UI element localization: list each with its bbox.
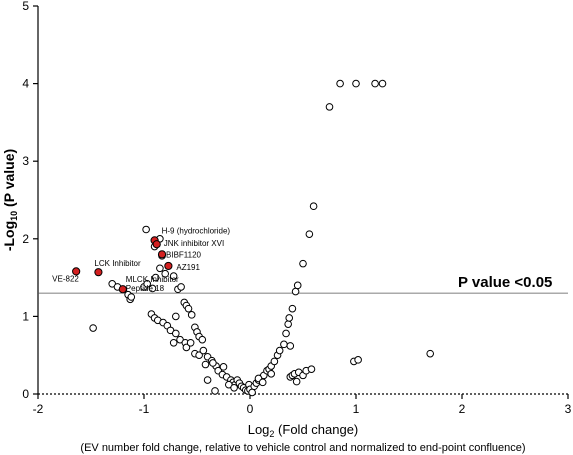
scatter-point xyxy=(161,269,169,278)
x-tick-label: 2 xyxy=(459,402,466,416)
point-annotation: BIBF1120 xyxy=(166,250,202,259)
y-tick-label: 1 xyxy=(22,309,29,323)
x-axis-caption: (EV number fold change, relative to vehi… xyxy=(80,442,525,454)
scatter-point xyxy=(305,230,314,238)
scatter-point xyxy=(426,349,435,358)
point-annotation: VE-822 xyxy=(52,274,79,283)
scatter-point xyxy=(354,356,362,364)
point-annotation: H-9 (hydrochloride) xyxy=(162,226,231,235)
x-axis-title-main: Log xyxy=(248,422,270,437)
point-annotation: AZ191 xyxy=(176,263,200,272)
scatter-point xyxy=(201,360,210,369)
x-tick-label: 1 xyxy=(353,402,360,416)
scatter-point xyxy=(199,346,208,355)
x-axis-title: Log2 (Fold change) xyxy=(248,422,359,439)
highlighted-point xyxy=(118,285,127,294)
y-axis-title-subscript: 10 xyxy=(9,211,19,221)
y-axis-title-tail: (P value) xyxy=(1,149,17,211)
scatter-point xyxy=(195,351,203,360)
scatter-point xyxy=(371,79,379,88)
scatter-point xyxy=(352,79,360,88)
scatter-point xyxy=(280,340,288,349)
scatter-point xyxy=(325,103,334,111)
scatter-point xyxy=(156,264,164,273)
scatter-point xyxy=(299,259,307,268)
point-annotation-line2: Peptide 18 xyxy=(126,284,165,293)
highlighted-points: VE-822 LCK Inhibitor MLCK Inhibitor H-9 (hy… xyxy=(52,226,231,294)
scatter-point xyxy=(203,376,212,384)
scatter-point xyxy=(286,342,295,350)
point-annotation: JNK inhibitor XVI xyxy=(164,239,224,248)
scatter-point xyxy=(336,79,344,88)
scatter-point xyxy=(172,329,180,338)
scatter-point xyxy=(209,359,217,367)
scatter-point xyxy=(151,273,160,282)
scatter-point xyxy=(309,202,318,211)
scatter-point xyxy=(187,311,196,319)
x-axis-title-subscript: 2 xyxy=(269,429,274,439)
y-axis-title-main: -Log xyxy=(1,221,17,251)
scatter-point xyxy=(169,338,178,347)
scatter-point xyxy=(198,335,207,344)
y-tick-label: 0 xyxy=(22,387,29,401)
scatter-point xyxy=(270,357,279,366)
scatter-point xyxy=(285,314,294,322)
point-annotation: MLCK Inhibitor xyxy=(126,275,179,284)
threshold-label: P value <0.05 xyxy=(458,274,552,291)
highlighted-point xyxy=(72,267,81,276)
scatter-point xyxy=(248,388,256,397)
y-axis-title: -Log10 (P value) xyxy=(1,149,19,251)
scatter-point xyxy=(378,79,387,88)
scatter-point xyxy=(258,378,267,387)
scatter-point xyxy=(182,343,191,352)
x-tick-label: 3 xyxy=(565,402,572,416)
scatter-point xyxy=(177,283,185,291)
scatter-point xyxy=(292,377,301,386)
scatter-point xyxy=(293,281,302,290)
highlighted-point xyxy=(94,268,103,277)
y-tick-label: 4 xyxy=(22,77,29,91)
scatter-point xyxy=(275,346,284,355)
scatter-point xyxy=(89,324,97,332)
scatter-point xyxy=(142,225,150,234)
scatter-point xyxy=(230,383,238,392)
scatter-point xyxy=(143,280,151,288)
scatter-point xyxy=(307,365,316,373)
scatter-point xyxy=(211,387,219,395)
scatter-point xyxy=(284,320,292,328)
y-tick-label: 3 xyxy=(22,154,29,168)
scatter-point xyxy=(169,272,178,280)
scatter-point xyxy=(219,363,228,371)
scatter-point xyxy=(186,338,195,347)
x-tick-label: -2 xyxy=(33,402,44,416)
x-tick-label: -1 xyxy=(139,402,150,416)
axis-ticks: -2 -1 0 1 2 3 0 1 2 3 4 5 xyxy=(22,0,571,416)
highlighted-point xyxy=(157,250,167,259)
scatter-point xyxy=(267,370,276,378)
scatter-point xyxy=(127,293,136,301)
x-tick-label: 0 xyxy=(247,402,254,416)
scatter-point xyxy=(172,312,180,321)
y-tick-label: 2 xyxy=(22,232,29,246)
scatter-point xyxy=(184,304,193,313)
data-points xyxy=(89,79,435,397)
scatter-point xyxy=(282,329,290,338)
scatter-point xyxy=(288,304,297,313)
x-axis-title-tail: (Fold change) xyxy=(274,422,358,437)
y-tick-label: 5 xyxy=(22,0,29,13)
highlighted-point xyxy=(164,261,173,271)
point-annotation: LCK Inhibitor xyxy=(94,259,141,268)
scatter-point xyxy=(148,284,157,293)
scatter-point xyxy=(291,287,300,296)
highlighted-point xyxy=(152,240,161,249)
